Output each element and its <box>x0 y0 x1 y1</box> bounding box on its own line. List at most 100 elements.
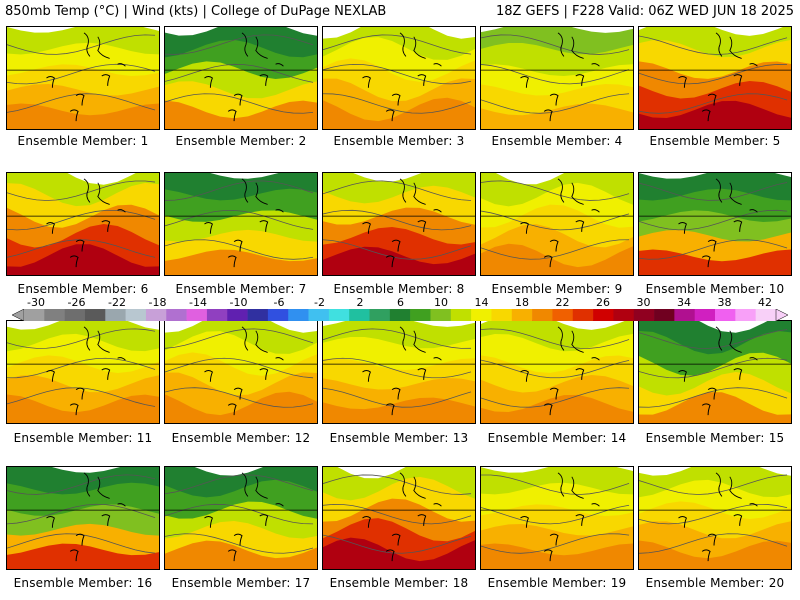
temperature-band <box>323 97 475 129</box>
height-contour <box>165 328 314 349</box>
wind-barb <box>259 220 269 232</box>
height-contour <box>7 180 156 201</box>
wind-barb <box>75 239 85 252</box>
colorbar-segment <box>613 309 635 321</box>
height-contour <box>481 387 630 408</box>
temperature-band <box>639 392 791 423</box>
ensemble-member-label: Ensemble Member: 20 <box>645 576 785 590</box>
ensemble-map-panel <box>638 320 792 424</box>
height-contour <box>481 64 630 85</box>
colorbar-tick-label: 6 <box>397 296 404 309</box>
colorbar-segment <box>24 309 45 321</box>
great-lakes-outline <box>715 472 758 507</box>
ensemble-member-label: Ensemble Member: 7 <box>175 282 307 296</box>
wind-barb <box>204 370 213 382</box>
great-lakes-outline <box>83 472 126 507</box>
wind-barb <box>417 220 427 232</box>
ensemble-member-label: Ensemble Member: 13 <box>329 431 469 445</box>
temperature-band <box>7 244 159 275</box>
wind-barb <box>385 255 395 268</box>
ensemble-map-panel <box>322 466 476 570</box>
height-contour <box>7 328 156 349</box>
ensemble-map-panel <box>6 466 160 570</box>
height-contour <box>639 182 788 201</box>
great-lakes-outline <box>83 178 126 213</box>
height-contour <box>639 533 788 554</box>
great-lakes-outline <box>241 32 284 67</box>
wind-barb <box>362 370 371 382</box>
ensemble-member-label: Ensemble Member: 12 <box>171 431 311 445</box>
wind-barb <box>520 370 529 382</box>
colorbar-segment <box>389 309 411 321</box>
height-contour <box>323 357 472 379</box>
model-valid-time: 18Z GEFS | F228 Valid: 06Z WED JUN 18 20… <box>495 4 794 19</box>
height-contour <box>7 63 156 85</box>
colorbar-tick-label: -6 <box>273 296 285 309</box>
wind-barb <box>362 222 371 234</box>
temperature-band <box>481 243 633 275</box>
colorbar-segment <box>267 309 289 321</box>
colorbar-segment <box>369 309 391 321</box>
colorbar-segment <box>328 309 350 321</box>
colorbar-tick-label: -14 <box>189 296 207 309</box>
ensemble-member-label: Ensemble Member: 1 <box>17 134 149 148</box>
wind-barb <box>678 222 687 234</box>
colorbar-segment <box>633 309 655 321</box>
wind-barb <box>101 220 111 232</box>
wind-barb <box>69 549 79 562</box>
wind-barb <box>46 222 55 234</box>
wind-barb <box>233 239 243 252</box>
wind-barb <box>733 220 743 232</box>
temperature-band <box>481 543 633 569</box>
colorbar-tick-label: -30 <box>27 296 45 309</box>
colorbar-tick-label: -10 <box>229 296 248 309</box>
wind-barb <box>101 74 111 86</box>
colorbar-segment <box>247 309 269 321</box>
ensemble-map-panel <box>480 320 634 424</box>
colorbar-tick-label: 14 <box>474 296 489 309</box>
colorbar-tick-labels: -30 -26 -22 -18 -14 -10 -6 -2 2 6 10 14 18 22 26 30 34 38… <box>0 296 800 310</box>
colorbar-segment <box>166 309 187 321</box>
temperature-colorbar <box>12 309 788 321</box>
temperature-band <box>323 246 475 275</box>
colorbar-segment <box>694 309 716 321</box>
great-lakes-outline <box>241 472 284 507</box>
colorbar-segment <box>145 309 167 321</box>
great-lakes-outline <box>557 32 600 67</box>
colorbar-segment <box>288 309 309 321</box>
wind-barb <box>733 514 743 526</box>
height-contour <box>481 210 630 231</box>
colorbar-segment <box>227 309 248 321</box>
height-contour <box>323 328 472 349</box>
great-lakes-outline <box>399 178 442 213</box>
colorbar-segment <box>735 309 756 321</box>
wind-barb <box>233 533 243 546</box>
wind-barb <box>391 533 401 546</box>
colorbar-segment <box>491 309 513 321</box>
colorbar-segment <box>64 309 86 321</box>
wind-barb <box>520 516 529 528</box>
ensemble-map-panel <box>164 320 318 424</box>
great-lakes-outline <box>399 32 442 67</box>
temperature-band <box>7 103 159 129</box>
temperature-band <box>481 394 633 423</box>
colorbar-segment <box>552 309 574 321</box>
ensemble-map-panel <box>164 466 318 570</box>
great-lakes-outline <box>557 326 600 361</box>
temperature-band <box>323 397 475 423</box>
colorbar-segment <box>674 309 696 321</box>
wind-barb <box>391 387 401 400</box>
wind-barb <box>204 222 213 234</box>
temperature-band <box>165 249 317 275</box>
height-contour <box>165 533 314 554</box>
wind-barb <box>204 516 213 528</box>
ensemble-member-label: Ensemble Member: 15 <box>645 431 785 445</box>
ensemble-member-label: Ensemble Member: 18 <box>329 576 469 590</box>
product-title: 850mb Temp (°C) | Wind (kts) | College o… <box>5 4 387 19</box>
temperature-band <box>165 100 317 129</box>
height-contour <box>7 34 156 55</box>
ensemble-member-label: Ensemble Member: 11 <box>13 431 153 445</box>
wind-barb <box>233 93 243 106</box>
wind-barb <box>678 370 687 382</box>
colorbar-segment <box>308 309 330 321</box>
